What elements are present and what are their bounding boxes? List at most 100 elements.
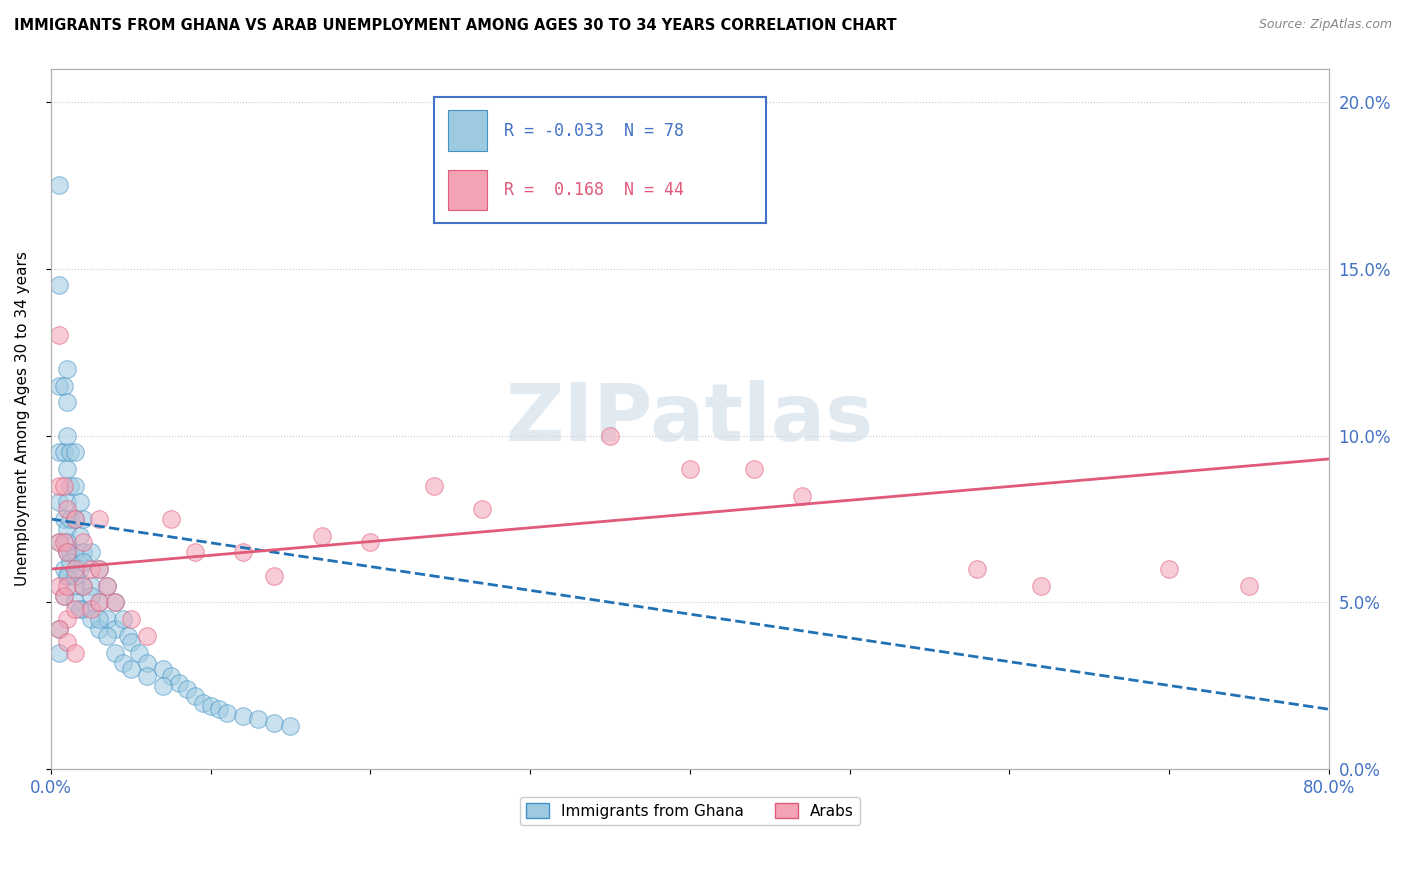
Point xyxy=(80,612,103,626)
Point xyxy=(48,178,70,193)
Point xyxy=(56,522,79,536)
Point xyxy=(72,512,94,526)
Point xyxy=(87,612,110,626)
Point xyxy=(1031,579,1053,593)
Y-axis label: Unemployment Among Ages 30 to 34 years: Unemployment Among Ages 30 to 34 years xyxy=(15,252,30,586)
Point xyxy=(52,445,75,459)
Point xyxy=(48,535,70,549)
Point xyxy=(48,622,70,636)
Point xyxy=(52,535,75,549)
Point xyxy=(56,395,79,409)
Point xyxy=(87,622,110,636)
Point xyxy=(87,595,110,609)
Point xyxy=(87,595,110,609)
Point xyxy=(966,562,988,576)
Point xyxy=(104,595,127,609)
Point xyxy=(80,545,103,559)
Point xyxy=(1237,579,1260,593)
Point xyxy=(63,602,86,616)
Point xyxy=(104,646,127,660)
Point xyxy=(48,579,70,593)
Point xyxy=(120,612,142,626)
Point xyxy=(69,495,91,509)
Point xyxy=(176,682,198,697)
Point xyxy=(56,502,79,516)
Point xyxy=(207,702,229,716)
Point xyxy=(56,612,79,626)
Point xyxy=(679,462,702,476)
Point xyxy=(63,512,86,526)
Point xyxy=(423,478,446,492)
Point xyxy=(87,512,110,526)
Point xyxy=(790,489,813,503)
Point xyxy=(56,535,79,549)
Point xyxy=(1157,562,1180,576)
Point xyxy=(96,612,118,626)
Point xyxy=(96,579,118,593)
Point xyxy=(48,646,70,660)
Point xyxy=(56,579,79,593)
Point xyxy=(231,545,253,559)
Point xyxy=(63,562,86,576)
Point xyxy=(200,698,222,713)
Point xyxy=(159,669,181,683)
Point xyxy=(63,579,86,593)
Point xyxy=(104,595,127,609)
Point xyxy=(231,709,253,723)
Point xyxy=(56,568,79,582)
Point xyxy=(63,568,86,582)
Point xyxy=(742,462,765,476)
Text: Source: ZipAtlas.com: Source: ZipAtlas.com xyxy=(1258,18,1392,31)
Point xyxy=(63,512,86,526)
Point xyxy=(72,555,94,569)
Point xyxy=(183,689,205,703)
Point xyxy=(59,545,82,559)
Point xyxy=(52,378,75,392)
Point xyxy=(135,629,157,643)
Text: IMMIGRANTS FROM GHANA VS ARAB UNEMPLOYMENT AMONG AGES 30 TO 34 YEARS CORRELATION: IMMIGRANTS FROM GHANA VS ARAB UNEMPLOYME… xyxy=(14,18,897,33)
Point xyxy=(263,715,285,730)
Point xyxy=(56,428,79,442)
Point xyxy=(599,428,621,442)
Point xyxy=(80,589,103,603)
Point xyxy=(59,445,82,459)
Point xyxy=(52,562,75,576)
Point xyxy=(69,529,91,543)
Point xyxy=(152,662,174,676)
Point xyxy=(111,656,134,670)
Point xyxy=(80,562,103,576)
Point xyxy=(56,545,79,559)
Point xyxy=(80,602,103,616)
Point xyxy=(56,568,79,582)
Point xyxy=(72,535,94,549)
Point xyxy=(135,656,157,670)
Point xyxy=(52,589,75,603)
Point xyxy=(72,545,94,559)
Point xyxy=(311,529,333,543)
Point xyxy=(167,675,190,690)
Point xyxy=(72,579,94,593)
Point xyxy=(120,662,142,676)
Point xyxy=(280,719,302,733)
Point xyxy=(247,712,270,726)
Point xyxy=(159,512,181,526)
Point xyxy=(183,545,205,559)
Point xyxy=(215,706,238,720)
Point xyxy=(63,445,86,459)
Point xyxy=(72,602,94,616)
Point xyxy=(152,679,174,693)
Point xyxy=(52,589,75,603)
Point xyxy=(80,579,103,593)
Point xyxy=(120,635,142,649)
Point xyxy=(191,696,214,710)
Point xyxy=(63,595,86,609)
Point xyxy=(56,545,79,559)
Point xyxy=(56,635,79,649)
Point xyxy=(128,646,150,660)
Point xyxy=(96,579,118,593)
Point xyxy=(56,462,79,476)
Point xyxy=(63,545,86,559)
Legend: Immigrants from Ghana, Arabs: Immigrants from Ghana, Arabs xyxy=(520,797,859,825)
Point xyxy=(471,502,494,516)
Point xyxy=(111,612,134,626)
